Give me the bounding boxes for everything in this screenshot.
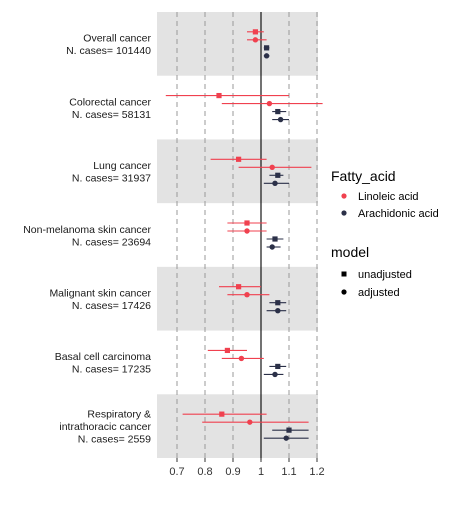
point-respiratory-arachidonic-acid-adjusted <box>283 435 289 441</box>
legend-label-arachidonic-acid: Arachidonic acid <box>358 208 439 220</box>
x-tick-label-1-1: 1.1 <box>281 466 296 478</box>
point-lung-cancer-linoleic-acid-adjusted <box>269 164 275 170</box>
legend-key-linoleic-acid <box>341 193 347 199</box>
point-malignant-skin-cancer-arachidonic-acid-adjusted <box>275 308 281 314</box>
point-colorectal-cancer-linoleic-acid-adjusted <box>266 100 273 107</box>
group-label-overall-cancer-line-2: N. cases= 101440 <box>66 45 151 57</box>
point-overall-cancer-linoleic-acid-adjusted <box>252 37 259 43</box>
band-respiratory <box>157 394 318 458</box>
point-basal-cell-carcinoma-linoleic-acid-adjusted <box>238 355 245 362</box>
point-non-melanoma-skin-cancer-arachidonic-acid-unadjusted <box>272 236 278 242</box>
legend-label-unadjusted: unadjusted <box>358 269 412 281</box>
point-lung-cancer-arachidonic-acid-adjusted <box>272 180 278 186</box>
group-label-colorectal-cancer-line-1: Colorectal cancer <box>69 96 151 108</box>
legend-key-unadjusted <box>341 271 347 277</box>
point-basal-cell-carcinoma-arachidonic-acid-adjusted <box>272 371 278 378</box>
legend-key-arachidonic-acid <box>341 210 347 216</box>
legend-label-adjusted: adjusted <box>358 287 400 299</box>
point-malignant-skin-cancer-linoleic-acid-adjusted <box>244 292 250 298</box>
group-label-respiratory-line-3: N. cases= 2559 <box>78 434 151 446</box>
x-gridlines <box>176 12 318 458</box>
point-colorectal-cancer-arachidonic-acid-adjusted <box>277 116 284 123</box>
group-label-overall-cancer-line-1: Overall cancer <box>83 33 151 45</box>
point-colorectal-cancer-arachidonic-acid-unadjusted <box>275 108 281 115</box>
group-label-non-melanoma-skin-cancer-line-1: Non-melanoma skin cancer <box>23 224 151 236</box>
legend-label-linoleic-acid: Linoleic acid <box>358 191 419 203</box>
point-respiratory-linoleic-acid-adjusted <box>247 419 253 425</box>
x-tick-label-0-8: 0.8 <box>197 466 212 478</box>
point-malignant-skin-cancer-arachidonic-acid-unadjusted <box>275 300 281 306</box>
point-basal-cell-carcinoma-linoleic-acid-unadjusted <box>224 347 230 354</box>
group-label-respiratory-line-1: Respiratory & <box>87 409 151 421</box>
group-label-colorectal-cancer-line-2: N. cases= 58131 <box>72 109 151 121</box>
point-lung-cancer-arachidonic-acid-unadjusted <box>275 172 281 178</box>
group-label-basal-cell-carcinoma-line-1: Basal cell carcinoma <box>55 351 151 363</box>
point-overall-cancer-arachidonic-acid-unadjusted <box>264 45 270 51</box>
band-overall-cancer <box>157 12 318 76</box>
x-tick-label-0-9: 0.9 <box>225 466 240 478</box>
point-malignant-skin-cancer-linoleic-acid-unadjusted <box>236 284 242 290</box>
x-tick-label-1: 1 <box>258 466 264 478</box>
legend: Fatty_acid Linoleic acid Arachidonic aci… <box>331 168 439 299</box>
x-tick-label-1-2: 1.2 <box>309 466 324 478</box>
group-label-malignant-skin-cancer-line-2: N. cases= 17426 <box>72 300 151 312</box>
point-non-melanoma-skin-cancer-arachidonic-acid-adjusted <box>269 244 275 250</box>
legend-shape-title: model <box>331 244 369 260</box>
estimate-marks <box>165 29 323 441</box>
x-tick-label-0-7: 0.7 <box>169 466 184 478</box>
point-colorectal-cancer-linoleic-acid-unadjusted <box>216 92 222 99</box>
group-label-basal-cell-carcinoma-line-2: N. cases= 17235 <box>72 364 151 376</box>
group-label-lung-cancer-line-1: Lung cancer <box>93 160 151 172</box>
point-respiratory-linoleic-acid-unadjusted <box>219 411 225 417</box>
band-lung-cancer <box>157 139 318 204</box>
point-non-melanoma-skin-cancer-linoleic-acid-adjusted <box>244 228 250 234</box>
point-overall-cancer-linoleic-acid-unadjusted <box>252 29 258 35</box>
point-non-melanoma-skin-cancer-linoleic-acid-unadjusted <box>244 220 250 226</box>
point-basal-cell-carcinoma-arachidonic-acid-unadjusted <box>275 363 281 370</box>
point-overall-cancer-arachidonic-acid-adjusted <box>263 53 270 59</box>
point-lung-cancer-linoleic-acid-unadjusted <box>236 156 242 162</box>
x-axis-ticks: 0.7 0.8 0.9 1 1.1 1.2 <box>169 458 325 478</box>
group-label-malignant-skin-cancer-line-1: Malignant skin cancer <box>49 287 151 299</box>
legend-color-title: Fatty_acid <box>331 168 396 184</box>
point-respiratory-arachidonic-acid-unadjusted <box>286 427 292 433</box>
group-bands <box>157 12 318 458</box>
band-malignant-skin-cancer <box>157 266 318 331</box>
legend-key-adjusted <box>341 289 347 295</box>
group-label-non-melanoma-skin-cancer-line-2: N. cases= 23694 <box>72 236 151 248</box>
group-label-respiratory-line-2: intrathoracic cancer <box>59 421 151 433</box>
group-label-lung-cancer-line-2: N. cases= 31937 <box>72 173 151 185</box>
